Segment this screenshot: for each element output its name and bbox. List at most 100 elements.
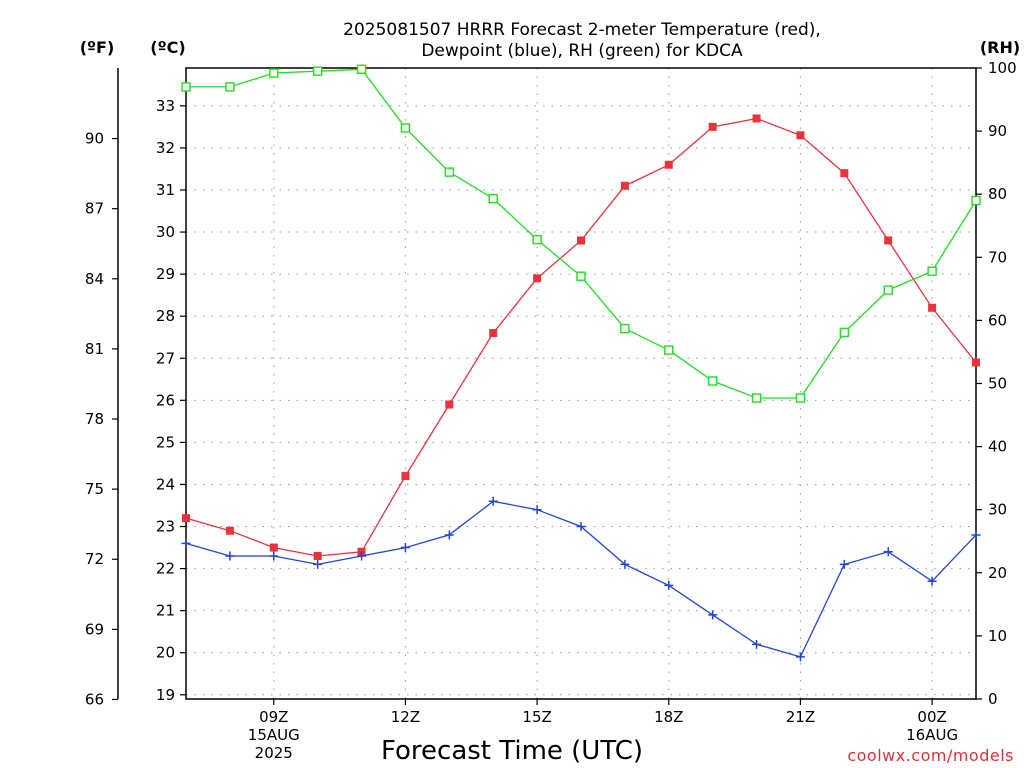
fahrenheit-tick-label: 66 (85, 690, 104, 708)
x-tick-label: 15AUG (248, 726, 300, 744)
temperature-point (664, 160, 673, 169)
x-tick-label: 15Z (522, 708, 551, 726)
temperature-point (445, 400, 454, 409)
credit-text: coolwx.com/models (847, 746, 1014, 765)
x-tick-label: 2025 (255, 744, 293, 762)
dewpoint-point (795, 652, 805, 662)
rh-tick-label: 0 (988, 690, 998, 708)
temperature-point (401, 472, 410, 481)
temperature-point (577, 236, 585, 245)
dewpoint-point (532, 505, 542, 515)
fahrenheit-tick-label: 75 (85, 480, 104, 498)
dewpoint-point (488, 496, 498, 506)
dewpoint-point (269, 551, 279, 561)
temperature-line (185, 117, 977, 557)
chart-title: 2025081507 HRRR Forecast 2-meter Tempera… (343, 20, 821, 61)
rh-point (269, 68, 279, 78)
rh-point (400, 123, 411, 133)
temperature-point (225, 526, 234, 535)
dewpoint-point (708, 610, 718, 620)
celsius-tick-label: 33 (156, 97, 175, 115)
fahrenheit-tick-label: 87 (85, 200, 104, 218)
rh-point (883, 285, 893, 295)
rh-axis: 0 10 20 30 40 50 60 70 80 90 100 (976, 59, 1017, 708)
dewpoint-point (313, 559, 323, 569)
celsius-tick-label: 28 (156, 307, 175, 325)
rh-point (795, 393, 806, 403)
celsius-tick-label: 24 (156, 475, 175, 493)
dewpoint-point (839, 559, 849, 569)
celsius-tick-label: 20 (156, 644, 175, 662)
dewpoint-point (181, 538, 191, 548)
dewpoint-point (444, 530, 454, 540)
temperature-point (269, 543, 278, 552)
temperature-point (708, 122, 717, 131)
rh-tick-label: 20 (988, 564, 1007, 582)
celsius-tick-label: 25 (156, 433, 175, 451)
rh-point (620, 323, 630, 334)
x-axis-title: Forecast Time (UTC) (381, 736, 643, 766)
dewpoint-point (883, 547, 893, 557)
x-tick-label: 16AUG (906, 726, 958, 744)
rh-point (181, 82, 191, 92)
celsius-axis: 19 20 21 22 23 24 25 26 27 28 29 30 31 32 33 (156, 97, 186, 704)
x-tick-label: 18Z (654, 708, 683, 726)
chart-title-line-1: 2025081507 HRRR Forecast 2-meter Tempera… (343, 20, 821, 40)
celsius-tick-label: 23 (156, 518, 175, 536)
celsius-tick-label: 27 (156, 349, 175, 367)
fahrenheit-tick-label: 78 (85, 410, 104, 428)
rh-point (532, 234, 542, 245)
temperature-point (796, 131, 805, 140)
temperature-point (489, 329, 498, 338)
fahrenheit-tick-label: 69 (85, 620, 104, 638)
fahrenheit-tick-label: 72 (85, 550, 104, 568)
rh-point (312, 66, 323, 76)
celsius-tick-label: 29 (156, 265, 175, 283)
rh-line (186, 68, 977, 399)
celsius-tick-label: 26 (156, 391, 175, 409)
plot-frame (185, 67, 977, 700)
temperature-series (182, 114, 980, 560)
dewpoint-point (971, 530, 981, 540)
rh-tick-label: 40 (988, 438, 1007, 456)
grid (186, 68, 976, 699)
celsius-tick-label: 30 (156, 223, 175, 241)
rh-point (707, 376, 718, 386)
x-tick-label: 09Z (259, 708, 288, 726)
rh-point (971, 195, 981, 206)
dewpoint-series (181, 496, 981, 662)
rh-point (839, 327, 850, 338)
rh-point (488, 193, 498, 204)
dewpoint-point (576, 522, 586, 532)
temperature-point (620, 181, 629, 190)
chart-title-line-2: Dewpoint (blue), RH (green) for KDCA (421, 41, 743, 61)
dewpoint-point (357, 551, 367, 561)
rh-tick-label: 80 (988, 185, 1007, 203)
rh-tick-label: 10 (988, 627, 1007, 645)
rh-tick-label: 100 (988, 59, 1017, 77)
temperature-point (972, 358, 980, 367)
rh-point (444, 167, 455, 177)
x-tick-label: 00Z (917, 708, 946, 726)
celsius-tick-label: 21 (156, 602, 175, 620)
rh-point (225, 82, 235, 92)
rh-tick-label: 50 (988, 375, 1007, 393)
series (181, 64, 981, 662)
rh-point (664, 345, 674, 355)
rh-tick-label: 70 (988, 248, 1007, 266)
celsius-tick-label: 31 (156, 181, 175, 199)
fahrenheit-tick-label: 84 (85, 270, 104, 288)
fahrenheit-tick-label: 81 (85, 340, 104, 358)
rh-point (927, 266, 937, 276)
rh-unit-label: (RH) (980, 38, 1020, 57)
rh-tick-label: 90 (988, 122, 1007, 140)
dewpoint-point (664, 580, 674, 590)
rh-tick-label: 30 (988, 501, 1007, 519)
rh-point (356, 64, 367, 74)
fahrenheit-tick-label: 90 (85, 130, 104, 148)
dewpoint-point (752, 639, 762, 649)
rh-series (181, 64, 981, 403)
dewpoint-point (927, 576, 937, 586)
